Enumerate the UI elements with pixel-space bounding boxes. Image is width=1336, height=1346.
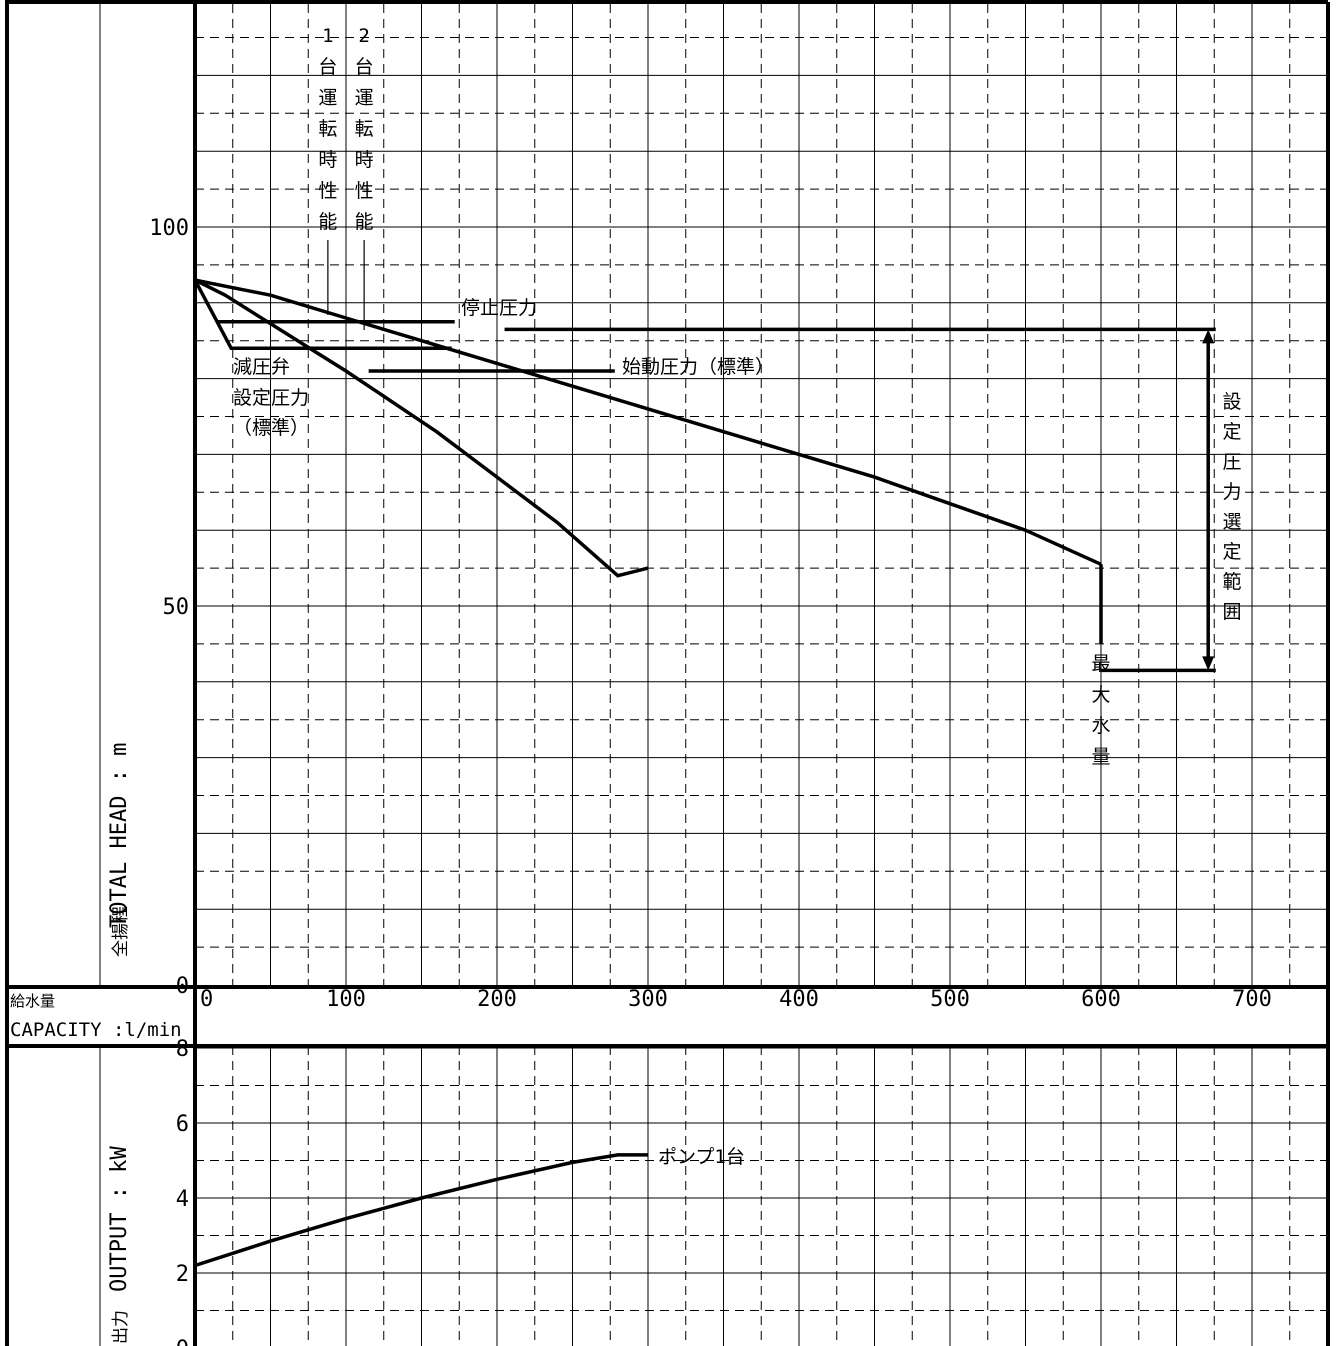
range-label-char: 定 (1222, 421, 1241, 443)
range-label-char: 設 (1222, 391, 1241, 413)
head-ylabel-jp: 全揚程 (111, 906, 131, 957)
max-flow-label-char: 水 (1091, 715, 1110, 737)
one-pump-label-char: 転 (318, 118, 337, 140)
range-arrow-head-bottom (1202, 656, 1215, 671)
output-panel-grid (195, 1046, 1328, 1346)
output-curve-1 (194, 1153, 648, 1268)
start-pressure-label: 始動圧力（標準） (622, 356, 774, 378)
output-tick-label: 4 (176, 1187, 189, 1212)
range-label-char: 範 (1222, 571, 1241, 593)
head-curve-2 (194, 278, 1102, 566)
one-pump-label-char: 台 (318, 56, 337, 78)
prv-label-line3: （標準） (233, 417, 309, 439)
output-ylabel-jp: 出力 (111, 1310, 131, 1344)
annotations: 停止圧力始動圧力（標準）減圧弁設定圧力（標準）1台運転時性能2台運転時性能最大水… (193, 25, 1242, 1168)
output-tick-label: 0 (176, 1337, 189, 1346)
capacity-tick-label: 500 (930, 987, 970, 1012)
range-arrow-head-top (1202, 329, 1215, 344)
capacity-tick-label: 600 (1081, 987, 1121, 1012)
one-pump-label-char: 運 (318, 87, 337, 109)
capacity-tick-label: 0 (200, 987, 213, 1012)
chart-curves (194, 278, 1102, 1268)
chart-frames (5, 0, 1330, 1346)
range-label-char: 囲 (1222, 601, 1241, 623)
prv-label-line1: 減圧弁 (233, 356, 290, 378)
two-pump-label-char: 2 (358, 25, 369, 47)
one-pump-label-char: 性 (318, 180, 337, 202)
max-flow-label-char: 最 (1091, 653, 1110, 675)
capacity-label: CAPACITY :l/min (10, 1019, 182, 1041)
two-pump-label-char: 転 (355, 118, 374, 140)
range-label-char: 選 (1222, 511, 1241, 533)
two-pump-label-char: 時 (355, 149, 374, 171)
capacity-tick-label: 300 (628, 987, 668, 1012)
one-pump-label-char: 1 (322, 25, 333, 47)
one-pump-label-char: 能 (318, 211, 337, 233)
head-curve-1 (194, 278, 649, 578)
one-pump-label-char: 時 (318, 149, 337, 171)
head-panel-grid (195, 4, 1328, 985)
capacity-tick-label: 700 (1232, 987, 1272, 1012)
head-tick-label: 50 (163, 595, 190, 620)
output-tick-label: 8 (176, 1037, 189, 1062)
two-pump-label-char: 台 (355, 56, 374, 78)
range-label-char: 定 (1222, 541, 1241, 563)
output-tick-label: 6 (176, 1112, 189, 1137)
capacity-tick-label: 400 (779, 987, 819, 1012)
max-flow-label-char: 大 (1091, 684, 1110, 706)
tick-labels: 050100024680100200300400500600700給水量CAPA… (10, 216, 1272, 1346)
prv-setting-line (193, 279, 452, 351)
head-ylabel: TOTAL HEAD : m (107, 743, 132, 928)
output-ylabel: OUTPUT : kW (107, 1146, 132, 1292)
head-tick-label: 0 (176, 974, 189, 999)
output-tick-label: 2 (176, 1262, 189, 1287)
head-tick-label: 100 (149, 216, 189, 241)
prv-label-line2: 設定圧力 (233, 387, 309, 409)
capacity-label-jp: 給水量 (10, 992, 55, 1010)
two-pump-label-char: 性 (355, 180, 374, 202)
two-pump-label-char: 能 (355, 211, 374, 233)
range-label-char: 圧 (1222, 451, 1241, 473)
max-flow-label-char: 量 (1091, 746, 1110, 768)
two-pump-label-char: 運 (355, 87, 374, 109)
output-series-label: ポンプ1台 (658, 1146, 745, 1168)
capacity-tick-label: 200 (477, 987, 517, 1012)
capacity-tick-label: 100 (326, 987, 366, 1012)
range-label-char: 力 (1222, 481, 1241, 503)
stop-pressure-label: 停止圧力 (461, 297, 537, 319)
